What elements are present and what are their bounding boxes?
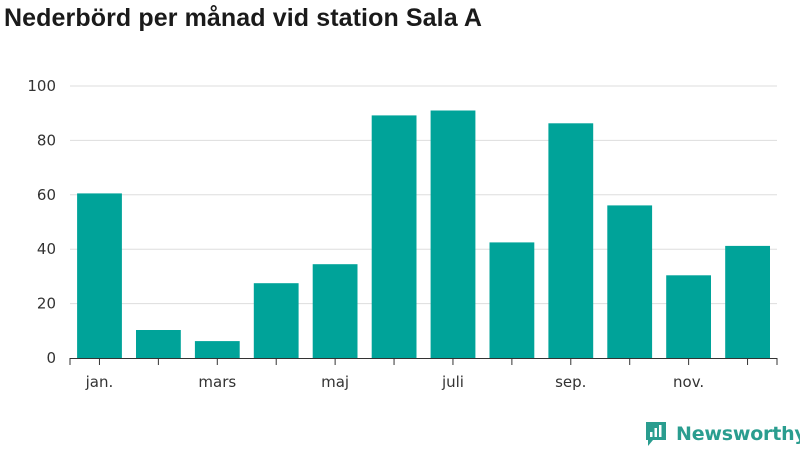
y-tick-label-40: 40	[37, 240, 56, 258]
y-tick-label-60: 60	[37, 186, 56, 204]
x-tick-label-sep.: sep.	[555, 373, 586, 391]
logo-text: Newsworthy	[676, 423, 800, 445]
bar-feb.	[136, 330, 181, 358]
y-tick-label-20: 20	[37, 295, 56, 313]
x-tick-label-jan.: jan.	[85, 373, 114, 391]
bar-juli	[430, 110, 476, 358]
bar-aug.	[489, 242, 535, 358]
x-axis	[69, 358, 778, 365]
x-tick-label-maj: maj	[321, 373, 349, 391]
newsworthy-logo-icon	[646, 422, 666, 446]
x-tick-label-mars: mars	[198, 373, 236, 391]
bar-maj	[312, 264, 358, 358]
y-tick-label-100: 100	[27, 77, 56, 95]
y-tick-label-80: 80	[37, 131, 56, 149]
newsworthy-logo: Newsworthy	[644, 420, 800, 448]
bar-apr.	[253, 283, 299, 358]
bar-mars	[194, 341, 240, 358]
bar-juni	[371, 115, 417, 359]
grid-lines	[70, 85, 777, 305]
bar-nov.	[666, 275, 711, 358]
bar-jan.	[77, 193, 122, 358]
x-tick-label-juli: juli	[441, 373, 464, 391]
y-tick-label-0: 0	[46, 349, 56, 367]
bars	[77, 110, 770, 359]
x-tick-label-nov.: nov.	[673, 373, 704, 391]
y-axis-labels: 0 20 40 60 80 100	[27, 77, 56, 367]
bar-okt.	[607, 205, 653, 358]
bar-sep.	[548, 123, 594, 358]
bar-dec.	[725, 245, 770, 358]
chart-title: Nederbörd per månad vid station Sala A	[4, 4, 482, 32]
x-axis-labels: jan. mars maj juli sep. nov.	[85, 373, 705, 391]
